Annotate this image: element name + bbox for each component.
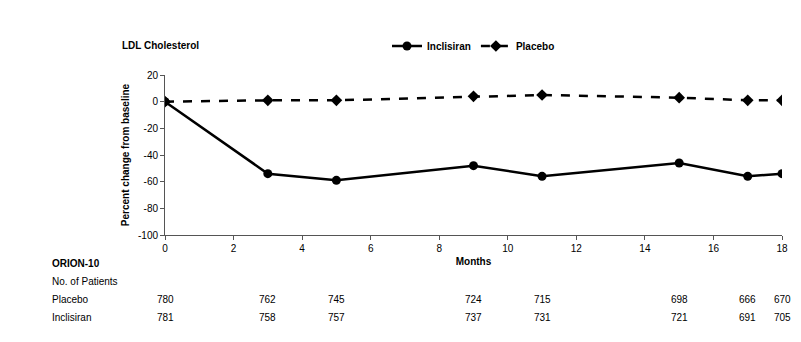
svg-text:745: 745 [328, 294, 345, 305]
svg-text:4: 4 [299, 243, 305, 254]
svg-text:737: 737 [465, 312, 482, 323]
svg-text:0: 0 [162, 243, 168, 254]
svg-text:No. of Patients: No. of Patients [52, 276, 118, 287]
svg-text:Inclisiran: Inclisiran [52, 312, 91, 323]
svg-text:20: 20 [147, 70, 159, 81]
svg-text:666: 666 [739, 294, 756, 305]
svg-text:-60: -60 [144, 176, 159, 187]
svg-text:-40: -40 [144, 150, 159, 161]
svg-text:731: 731 [534, 312, 551, 323]
svg-text:10: 10 [502, 243, 514, 254]
svg-text:670: 670 [774, 294, 791, 305]
svg-text:691: 691 [739, 312, 756, 323]
svg-text:781: 781 [157, 312, 174, 323]
svg-text:0: 0 [152, 96, 158, 107]
svg-text:6: 6 [368, 243, 374, 254]
svg-text:8: 8 [436, 243, 442, 254]
svg-text:-80: -80 [144, 203, 159, 214]
svg-text:724: 724 [465, 294, 482, 305]
svg-text:705: 705 [774, 312, 791, 323]
svg-text:12: 12 [571, 243, 583, 254]
svg-text:-20: -20 [144, 123, 159, 134]
svg-text:762: 762 [259, 294, 276, 305]
svg-text:Placebo: Placebo [52, 294, 89, 305]
svg-text:14: 14 [639, 243, 651, 254]
svg-text:18: 18 [776, 243, 788, 254]
svg-text:Inclisiran: Inclisiran [427, 41, 471, 52]
svg-text:Months: Months [456, 256, 492, 267]
svg-text:2: 2 [231, 243, 237, 254]
svg-text:Percent change from baseline: Percent change from baseline [120, 83, 131, 226]
svg-text:758: 758 [259, 312, 276, 323]
svg-text:ORION-10: ORION-10 [52, 258, 100, 269]
svg-text:757: 757 [328, 312, 345, 323]
svg-text:715: 715 [534, 294, 551, 305]
svg-text:Placebo: Placebo [516, 41, 554, 52]
svg-text:16: 16 [708, 243, 720, 254]
svg-text:721: 721 [671, 312, 688, 323]
svg-text:LDL Cholesterol: LDL Cholesterol [122, 40, 199, 51]
svg-text:698: 698 [671, 294, 688, 305]
svg-text:-100: -100 [138, 230, 158, 241]
svg-text:780: 780 [157, 294, 174, 305]
